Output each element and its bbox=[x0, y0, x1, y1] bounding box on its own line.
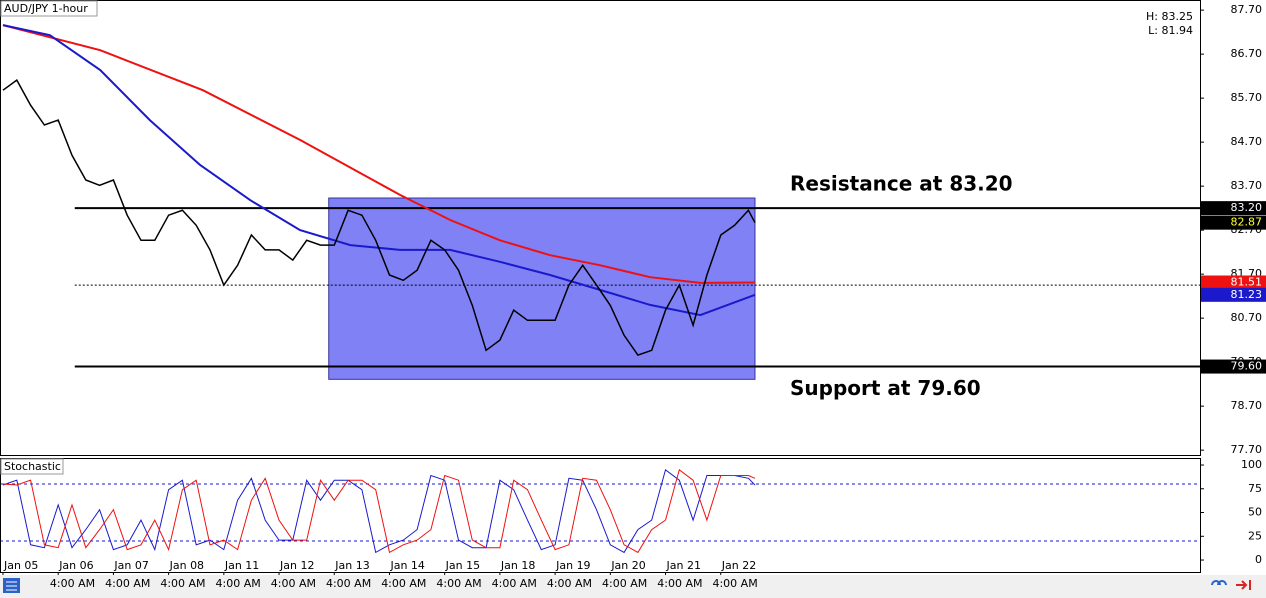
x-tick-label: Jan 08 bbox=[169, 559, 204, 572]
x-minor-tick-label: 4:00 AM bbox=[381, 577, 426, 590]
y-tick-label: 85.70 bbox=[1231, 91, 1263, 104]
price-tag-label: 83.20 bbox=[1231, 201, 1263, 214]
high-label: H: 83.25 bbox=[1146, 10, 1193, 23]
price-tag-label: 79.60 bbox=[1231, 360, 1263, 373]
x-minor-tick-label: 4:00 AM bbox=[216, 577, 261, 590]
stochastic-line bbox=[2, 468, 756, 554]
y-tick-label: 25 bbox=[1248, 529, 1262, 542]
x-minor-tick-label: 4:00 AM bbox=[657, 577, 702, 590]
x-tick-label: Jan 20 bbox=[610, 559, 645, 572]
price-line bbox=[2, 78, 756, 356]
x-minor-tick-label: 4:00 AM bbox=[160, 577, 205, 590]
indicator-title: Stochastic bbox=[4, 460, 61, 473]
y-tick-label: 100 bbox=[1241, 458, 1262, 471]
chart-title: AUD/JPY 1-hour bbox=[4, 2, 88, 15]
y-tick-label: 78.70 bbox=[1231, 399, 1263, 412]
price-tag bbox=[1201, 215, 1266, 230]
y-tick-label: 75 bbox=[1248, 482, 1262, 495]
x-minor-tick-label: 4:00 AM bbox=[326, 577, 371, 590]
x-tick-label: Jan 11 bbox=[224, 559, 259, 572]
price-tag-label: 82.87 bbox=[1231, 216, 1263, 229]
x-tick-label: Jan 21 bbox=[666, 559, 701, 572]
x-minor-tick-label: 4:00 AM bbox=[492, 577, 537, 590]
scroll-icon[interactable] bbox=[1236, 580, 1251, 590]
x-minor-tick-label: 4:00 AM bbox=[436, 577, 481, 590]
x-tick-label: Jan 22 bbox=[721, 559, 756, 572]
x-minor-tick-label: 4:00 AM bbox=[271, 577, 316, 590]
y-tick-label: 84.70 bbox=[1231, 135, 1263, 148]
price-panel-border bbox=[0, 0, 1201, 456]
stochastic-line bbox=[2, 468, 756, 554]
price-tag-label: 81.23 bbox=[1231, 288, 1263, 301]
title-box bbox=[0, 0, 98, 17]
y-tick-label: 77.70 bbox=[1231, 443, 1263, 456]
level-annotation: Support at 79.60 bbox=[790, 376, 981, 400]
price-tag bbox=[1201, 287, 1266, 302]
price-tag-label: 81.51 bbox=[1231, 276, 1263, 289]
price-tag bbox=[1201, 359, 1266, 374]
price-tag bbox=[1201, 201, 1266, 216]
y-tick-label: 80.70 bbox=[1231, 311, 1263, 324]
stochastic-panel-border bbox=[0, 458, 1201, 573]
low-label: L: 81.94 bbox=[1148, 24, 1193, 37]
link-icon[interactable] bbox=[1211, 580, 1227, 586]
y-tick-label: 83.70 bbox=[1231, 179, 1263, 192]
y-tick-label: 50 bbox=[1248, 506, 1262, 519]
x-tick-label: Jan 05 bbox=[3, 559, 38, 572]
x-tick-label: Jan 19 bbox=[555, 559, 590, 572]
range-box bbox=[328, 197, 756, 380]
x-tick-label: Jan 06 bbox=[58, 559, 93, 572]
x-minor-tick-label: 4:00 AM bbox=[712, 577, 757, 590]
x-tick-label: Jan 14 bbox=[389, 559, 424, 572]
indicator-box bbox=[0, 458, 64, 475]
x-tick-label: Jan 18 bbox=[500, 559, 535, 572]
menu-icon-lines bbox=[6, 581, 17, 591]
level-annotation: Resistance at 83.20 bbox=[790, 172, 1013, 196]
x-minor-tick-label: 4:00 AM bbox=[547, 577, 592, 590]
x-tick-label: Jan 15 bbox=[445, 559, 480, 572]
x-tick-label: Jan 07 bbox=[113, 559, 148, 572]
x-tick-label: Jan 12 bbox=[279, 559, 314, 572]
y-tick-label: 87.70 bbox=[1231, 3, 1263, 16]
x-minor-tick-label: 4:00 AM bbox=[50, 577, 95, 590]
y-tick-label: 0 bbox=[1255, 553, 1262, 566]
toolbar bbox=[0, 575, 1266, 598]
moving-average bbox=[2, 24, 756, 317]
x-minor-tick-label: 4:00 AM bbox=[602, 577, 647, 590]
price-tag bbox=[1201, 275, 1266, 290]
moving-average bbox=[2, 24, 756, 284]
x-tick-label: Jan 13 bbox=[334, 559, 369, 572]
x-minor-tick-label: 4:00 AM bbox=[105, 577, 150, 590]
y-tick-label: 86.70 bbox=[1231, 47, 1263, 60]
